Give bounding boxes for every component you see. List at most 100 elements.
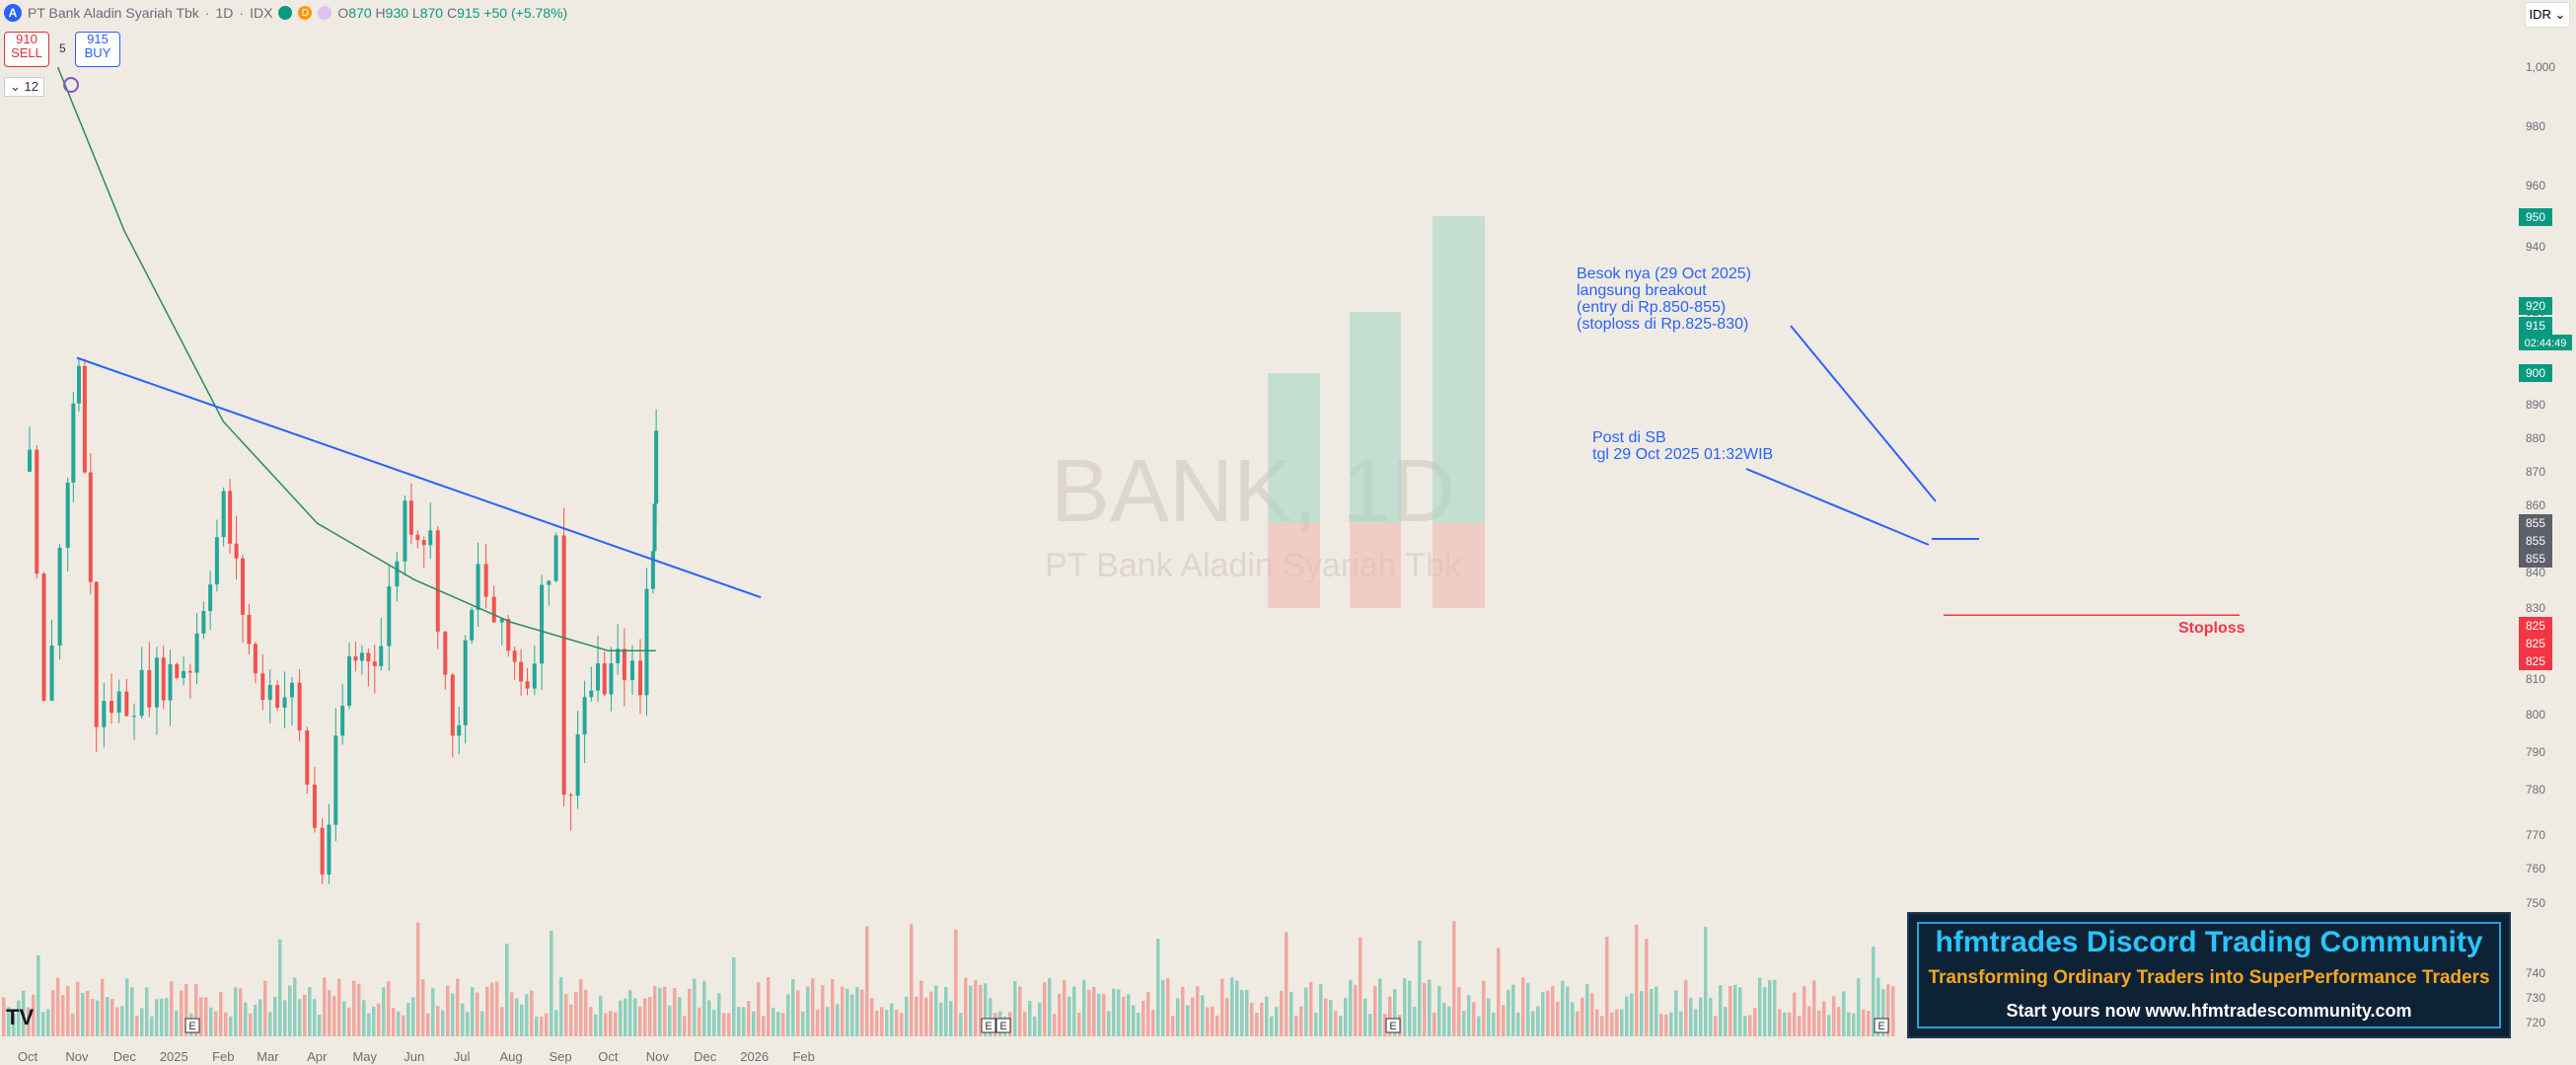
candle-body xyxy=(421,540,426,546)
currency-select[interactable]: IDR ⌄ xyxy=(2525,2,2570,28)
volume-bar xyxy=(1359,937,1362,1036)
price-marker-label: 825 xyxy=(2526,654,2545,668)
earnings-marker-icon xyxy=(184,1018,200,1033)
volume-bar xyxy=(757,982,761,1036)
candle-body xyxy=(139,669,144,717)
volume-bar xyxy=(939,1002,943,1036)
indicators-toggle[interactable]: ⌄ 12 xyxy=(4,77,44,97)
volume-bar xyxy=(436,1005,440,1036)
volume-bar xyxy=(367,1013,371,1036)
volume-bar xyxy=(1102,994,1106,1036)
volume-bar xyxy=(1235,980,1239,1036)
volume-bar xyxy=(1778,1009,1782,1036)
buy-button[interactable]: 915 BUY xyxy=(75,32,120,67)
volume-bar xyxy=(1166,978,1170,1036)
volume-bar xyxy=(451,993,455,1036)
symbol-logo-icon: A xyxy=(4,4,22,22)
candle-body xyxy=(575,734,580,797)
volume-bar xyxy=(446,985,450,1036)
volume-bar xyxy=(263,980,267,1036)
volume-bar xyxy=(1319,984,1323,1036)
volume-bar xyxy=(402,1015,405,1036)
target-zone xyxy=(1433,216,1485,523)
post-note-line: Post di SB xyxy=(1592,429,1666,446)
y-tick-label: 760 xyxy=(2526,862,2545,875)
tradingview-logo-icon[interactable]: TV xyxy=(6,1005,35,1029)
volume-bar xyxy=(574,991,578,1036)
candle-body xyxy=(327,824,331,875)
volume-bar xyxy=(229,1016,233,1036)
y-tick-label: 780 xyxy=(2526,783,2545,797)
volume-bar xyxy=(1023,1012,1027,1036)
volume-bar xyxy=(776,1012,780,1036)
x-tick-label: Dec xyxy=(113,1049,137,1064)
settings-icon[interactable] xyxy=(63,77,79,93)
volume-bar xyxy=(219,992,223,1036)
volume-bar xyxy=(643,998,647,1036)
volume-bar xyxy=(1674,990,1678,1036)
candle-body xyxy=(435,530,440,632)
candle-body xyxy=(415,534,420,541)
volume-bar xyxy=(979,985,983,1036)
volume-bar xyxy=(1763,987,1767,1036)
volume-bar xyxy=(416,922,420,1036)
volume-bar xyxy=(530,990,534,1036)
volume-bar xyxy=(150,1016,154,1036)
volume-bar xyxy=(495,981,499,1036)
volume-bar xyxy=(1255,1012,1259,1036)
volume-bar xyxy=(2,997,6,1036)
breakout-note-line: Besok nya (29 Oct 2025) xyxy=(1577,266,1751,282)
volume-bar xyxy=(564,994,568,1036)
price-marker-label: 900 xyxy=(2526,366,2545,380)
volume-bar xyxy=(1630,993,1634,1036)
volume-bar xyxy=(258,999,262,1036)
volume-bar xyxy=(638,1006,642,1036)
target-zone xyxy=(1350,312,1401,523)
candle-body xyxy=(476,564,480,610)
ohlc-values: O870 H930 L870 C915 +50 (+5.78%) xyxy=(337,5,568,21)
y-tick-label: 890 xyxy=(2526,398,2545,412)
volume-bar xyxy=(989,998,993,1036)
volume-bar xyxy=(1482,980,1486,1036)
sell-button[interactable]: 910 SELL xyxy=(4,32,49,67)
volume-bar xyxy=(1817,1010,1821,1036)
sell-price: 910 xyxy=(16,32,37,46)
volume-bar xyxy=(895,1009,899,1036)
volume-bar xyxy=(1299,1006,1303,1036)
volume-bar xyxy=(480,1011,484,1036)
volume-bar xyxy=(1877,977,1880,1036)
price-marker xyxy=(2519,297,2552,315)
volume-bar xyxy=(51,990,55,1036)
volume-bar xyxy=(1857,978,1861,1036)
x-tick-label: Apr xyxy=(307,1049,328,1064)
buy-label: BUY xyxy=(84,45,111,60)
interval-label[interactable]: 1D xyxy=(215,5,234,21)
volume-bar xyxy=(32,994,36,1036)
symbol-name[interactable]: PT Bank Aladin Syariah Tbk xyxy=(28,5,199,21)
volume-bar xyxy=(1655,986,1658,1036)
volume-bar xyxy=(609,1011,613,1036)
candle-body xyxy=(470,609,475,641)
volume-bar xyxy=(535,1016,539,1036)
volume-bar xyxy=(1092,986,1096,1036)
volume-bar xyxy=(1699,997,1703,1036)
volume-bar xyxy=(900,1013,904,1036)
volume-bar xyxy=(1886,984,1890,1036)
volume-bar xyxy=(1822,1001,1826,1036)
volume-bar xyxy=(959,1013,963,1036)
volume-bar xyxy=(1748,1015,1752,1036)
sell-label: SELL xyxy=(11,45,42,60)
volume-bar xyxy=(846,988,849,1036)
volume-bar xyxy=(308,986,312,1036)
earnings-marker-icon xyxy=(1874,1018,1889,1033)
volume-bar xyxy=(1872,946,1876,1036)
earnings-marker-label: E xyxy=(188,1021,195,1032)
candle-body xyxy=(463,640,468,725)
volume-bar xyxy=(678,997,682,1036)
volume-bar xyxy=(66,986,70,1036)
candle-body xyxy=(379,646,384,666)
candle-body xyxy=(395,561,400,587)
volume-bar xyxy=(545,1013,549,1036)
volume-bar xyxy=(1082,979,1086,1036)
